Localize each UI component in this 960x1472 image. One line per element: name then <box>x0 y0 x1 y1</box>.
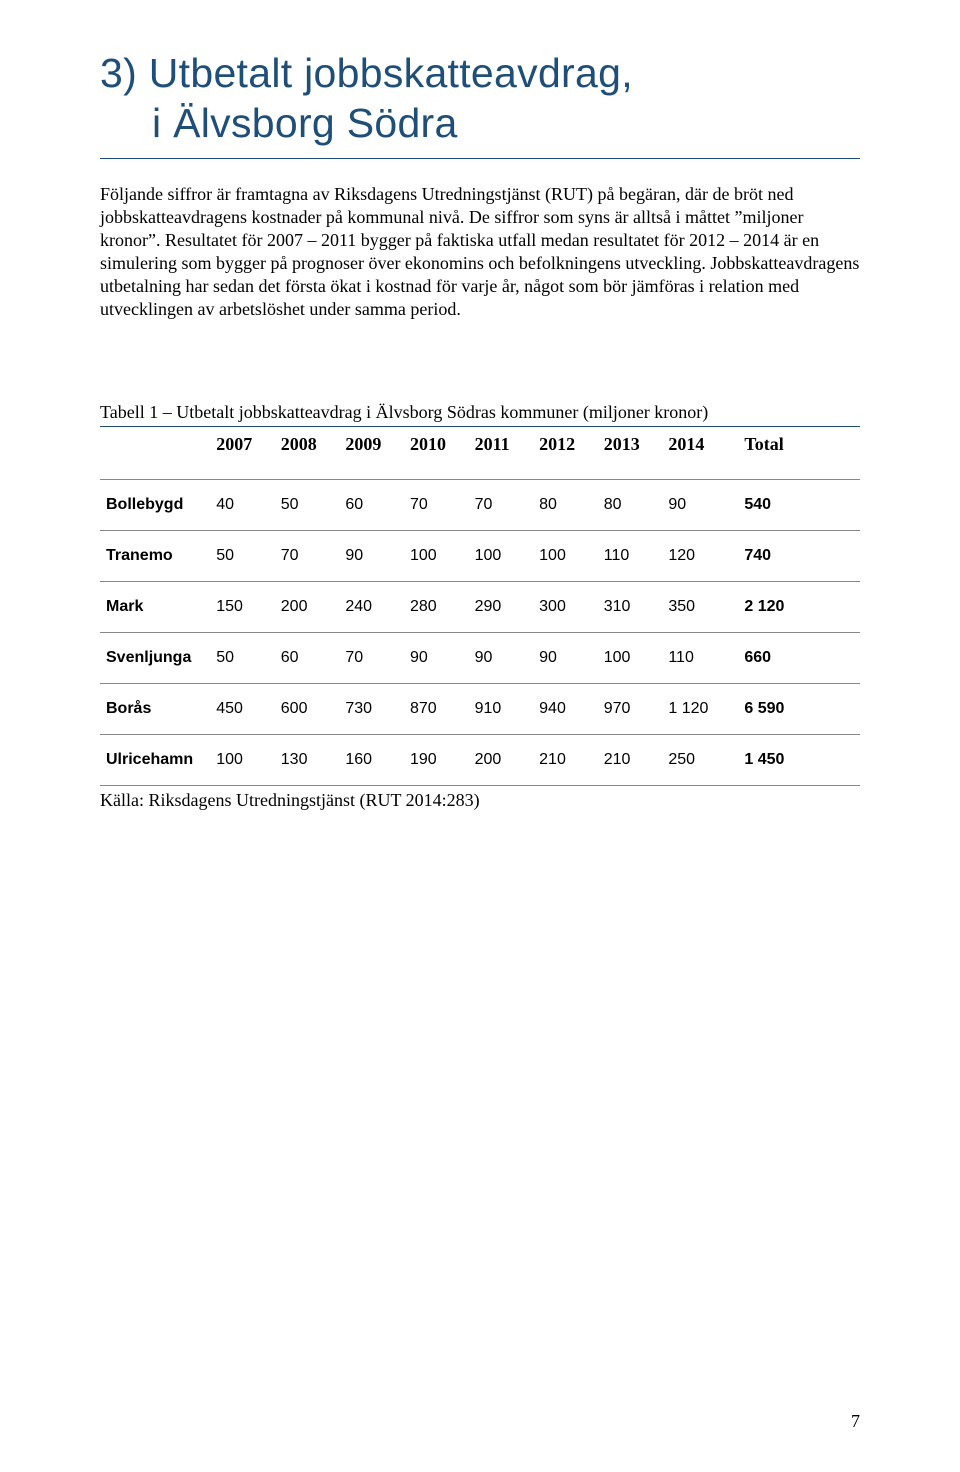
table-header-2010: 2010 <box>404 430 469 480</box>
cell: 970 <box>598 684 663 735</box>
table-row: Ulricehamn1001301601902002102102501 450 <box>100 735 860 786</box>
cell: 50 <box>275 480 340 531</box>
row-label: Tranemo <box>100 531 210 582</box>
row-label: Bollebygd <box>100 480 210 531</box>
section-heading: 3) Utbetalt jobbskatteavdrag, i Älvsborg… <box>100 48 860 148</box>
cell: 160 <box>339 735 404 786</box>
page-number: 7 <box>851 1411 860 1432</box>
cell: 90 <box>533 633 598 684</box>
heading-underline <box>100 158 860 159</box>
cell: 240 <box>339 582 404 633</box>
cell: 50 <box>210 633 275 684</box>
cell: 80 <box>533 480 598 531</box>
cell: 660 <box>738 633 860 684</box>
cell: 210 <box>598 735 663 786</box>
table-header-rowlabel <box>100 430 210 480</box>
cell: 350 <box>662 582 738 633</box>
cell: 100 <box>469 531 534 582</box>
cell: 740 <box>738 531 860 582</box>
cell: 730 <box>339 684 404 735</box>
table-source: Källa: Riksdagens Utredningstjänst (RUT … <box>100 790 860 811</box>
cell: 100 <box>598 633 663 684</box>
table-row: Svenljunga506070909090100110660 <box>100 633 860 684</box>
cell: 70 <box>339 633 404 684</box>
cell: 1 120 <box>662 684 738 735</box>
cell: 60 <box>275 633 340 684</box>
cell: 100 <box>533 531 598 582</box>
row-label: Mark <box>100 582 210 633</box>
cell: 90 <box>339 531 404 582</box>
cell: 200 <box>469 735 534 786</box>
cell: 50 <box>210 531 275 582</box>
cell: 210 <box>533 735 598 786</box>
cell: 80 <box>598 480 663 531</box>
table-header-2008: 2008 <box>275 430 340 480</box>
cell: 90 <box>662 480 738 531</box>
cell: 280 <box>404 582 469 633</box>
cell: 70 <box>275 531 340 582</box>
cell: 300 <box>533 582 598 633</box>
table-header-2013: 2013 <box>598 430 663 480</box>
table-row: Mark1502002402802903003103502 120 <box>100 582 860 633</box>
cell: 100 <box>404 531 469 582</box>
cell: 130 <box>275 735 340 786</box>
row-label: Ulricehamn <box>100 735 210 786</box>
cell: 2 120 <box>738 582 860 633</box>
cell: 250 <box>662 735 738 786</box>
row-label: Borås <box>100 684 210 735</box>
cell: 290 <box>469 582 534 633</box>
cell: 6 590 <box>738 684 860 735</box>
table-header-row: 20072008200920102011201220132014Total <box>100 430 860 480</box>
table-row: Tranemo507090100100100110120740 <box>100 531 860 582</box>
cell: 40 <box>210 480 275 531</box>
body-paragraph: Följande siffror är framtagna av Riksdag… <box>100 183 860 321</box>
cell: 940 <box>533 684 598 735</box>
cell: 600 <box>275 684 340 735</box>
heading-line-1: 3) Utbetalt jobbskatteavdrag, <box>100 50 633 96</box>
table-row: Bollebygd4050607070808090540 <box>100 480 860 531</box>
table-caption: Tabell 1 – Utbetalt jobbskatteavdrag i Ä… <box>100 401 860 427</box>
table-row: Borås4506007308709109409701 1206 590 <box>100 684 860 735</box>
cell: 60 <box>339 480 404 531</box>
table-header-Total: Total <box>738 430 860 480</box>
table-header-2014: 2014 <box>662 430 738 480</box>
cell: 100 <box>210 735 275 786</box>
cell: 200 <box>275 582 340 633</box>
table-header-2009: 2009 <box>339 430 404 480</box>
cell: 540 <box>738 480 860 531</box>
cell: 90 <box>469 633 534 684</box>
row-label: Svenljunga <box>100 633 210 684</box>
cell: 70 <box>469 480 534 531</box>
cell: 110 <box>598 531 663 582</box>
cell: 150 <box>210 582 275 633</box>
heading-line-2: i Älvsborg Södra <box>100 100 458 146</box>
cell: 1 450 <box>738 735 860 786</box>
cell: 190 <box>404 735 469 786</box>
cell: 120 <box>662 531 738 582</box>
table-header-2012: 2012 <box>533 430 598 480</box>
cell: 110 <box>662 633 738 684</box>
cell: 90 <box>404 633 469 684</box>
data-table: 20072008200920102011201220132014Total Bo… <box>100 430 860 786</box>
table-header-2007: 2007 <box>210 430 275 480</box>
cell: 450 <box>210 684 275 735</box>
cell: 910 <box>469 684 534 735</box>
cell: 70 <box>404 480 469 531</box>
table-header-2011: 2011 <box>469 430 534 480</box>
cell: 310 <box>598 582 663 633</box>
cell: 870 <box>404 684 469 735</box>
